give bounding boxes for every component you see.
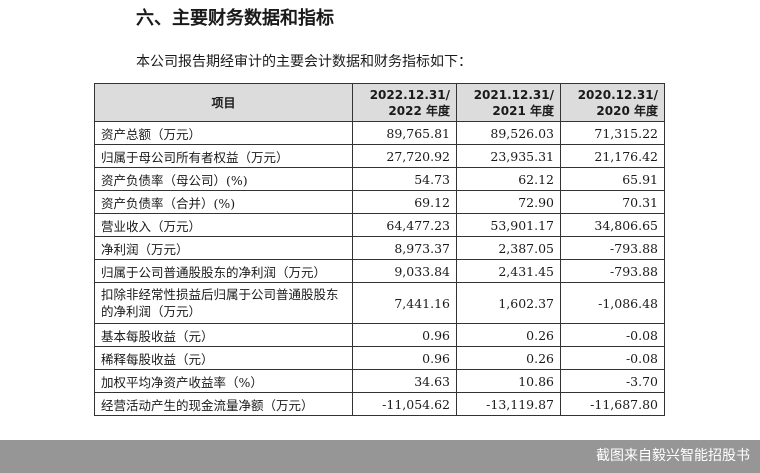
header-year-2020-date: 2020.12.31/ — [577, 87, 658, 102]
cell-2020: -793.88 — [560, 236, 665, 260]
cell-2022: 9,033.84 — [352, 259, 457, 283]
cell-2022: 89,765.81 — [352, 121, 457, 145]
cell-2021: 0.26 — [456, 346, 561, 370]
table-row-debt-ratio-parent: 资产负债率（母公司）(%) 54.73 62.12 65.91 — [94, 167, 665, 191]
cell-2022: 27,720.92 — [352, 144, 457, 168]
table-row-net-profit-to-shareholders: 归属于公司普通股股东的净利润（万元） 9,033.84 2,431.45 -79… — [94, 259, 665, 283]
cell-2021: 72.90 — [456, 190, 561, 214]
cell-2020: 71,315.22 — [560, 121, 665, 145]
row-label: 资产负债率（合并）(%) — [94, 190, 353, 214]
table-row-net-profit: 净利润（万元） 8,973.37 2,387.05 -793.88 — [94, 236, 665, 260]
row-label: 归属于母公司所有者权益（万元） — [94, 144, 353, 168]
cell-2022: 69.12 — [352, 190, 457, 214]
watermark-banner: 截图来自毅兴智能招股书 — [0, 440, 760, 473]
header-year-2020: 2020.12.31/ 2020 年度 — [560, 83, 665, 122]
header-year-2020-label: 2020 年度 — [596, 103, 658, 118]
row-label: 扣除非经常性损益后归属于公司普通股股东的净利润（万元） — [94, 282, 353, 324]
header-year-2022: 2022.12.31/ 2022 年度 — [352, 83, 457, 122]
cell-2020: -793.88 — [560, 259, 665, 283]
row-label: 经营活动产生的现金流量净额（万元） — [94, 392, 353, 416]
cell-2020: 34,806.65 — [560, 213, 665, 237]
cell-2020: 21,176.42 — [560, 144, 665, 168]
header-year-2021: 2021.12.31/ 2021 年度 — [456, 83, 561, 122]
table-row-operating-cash-flow: 经营活动产生的现金流量净额（万元） -11,054.62 -13,119.87 … — [94, 392, 665, 416]
cell-2020: -0.08 — [560, 323, 665, 347]
cell-2021: 23,935.31 — [456, 144, 561, 168]
intro-text: 本公司报告期经审计的主要会计数据和财务指标如下： — [136, 54, 472, 70]
cell-2020: 70.31 — [560, 190, 665, 214]
table-row-revenue: 营业收入（万元） 64,477.23 53,901.17 34,806.65 — [94, 213, 665, 237]
cell-2020: -0.08 — [560, 346, 665, 370]
cell-2021: 10.86 — [456, 369, 561, 393]
header-year-2022-date: 2022.12.31/ — [369, 87, 450, 102]
header-year-2022-label: 2022 年度 — [388, 103, 450, 118]
cell-2022: 34.63 — [352, 369, 457, 393]
table-header-row: 项目 2022.12.31/ 2022 年度 2021.12.31/ 2021 … — [94, 83, 665, 122]
cell-2022: 0.96 — [352, 346, 457, 370]
cell-2021: 62.12 — [456, 167, 561, 191]
table-row-total-assets: 资产总额（万元） 89,765.81 89,526.03 71,315.22 — [94, 121, 665, 145]
row-label: 资产负债率（母公司）(%) — [94, 167, 353, 191]
header-year-2021-label: 2021 年度 — [492, 103, 554, 118]
watermark-text: 截图来自毅兴智能招股书 — [596, 448, 750, 464]
row-label: 基本每股收益（元） — [94, 323, 353, 347]
cell-2020: -3.70 — [560, 369, 665, 393]
cell-2022: 8,973.37 — [352, 236, 457, 260]
row-label: 资产总额（万元） — [94, 121, 353, 145]
cell-2020: 65.91 — [560, 167, 665, 191]
table-row-basic-eps: 基本每股收益（元） 0.96 0.26 -0.08 — [94, 323, 665, 347]
cell-2022: -11,054.62 — [352, 392, 457, 416]
cell-2021: -13,119.87 — [456, 392, 561, 416]
cell-2022: 0.96 — [352, 323, 457, 347]
cell-2021: 53,901.17 — [456, 213, 561, 237]
cell-2020: -11,687.80 — [560, 392, 665, 416]
cell-2022: 64,477.23 — [352, 213, 457, 237]
table-row-debt-ratio-consolidated: 资产负债率（合并）(%) 69.12 72.90 70.31 — [94, 190, 665, 214]
row-label: 营业收入（万元） — [94, 213, 353, 237]
header-year-2021-date: 2021.12.31/ — [473, 87, 554, 102]
cell-2020: -1,086.48 — [560, 282, 665, 324]
cell-2021: 0.26 — [456, 323, 561, 347]
row-label: 稀释每股收益（元） — [94, 346, 353, 370]
financial-data-table: 项目 2022.12.31/ 2022 年度 2021.12.31/ 2021 … — [94, 83, 665, 416]
row-label: 归属于公司普通股股东的净利润（万元） — [94, 259, 353, 283]
table-row-weighted-roe: 加权平均净资产收益率（%） 34.63 10.86 -3.70 — [94, 369, 665, 393]
table-row-net-profit-excl-nonrecurring: 扣除非经常性损益后归属于公司普通股股东的净利润（万元） 7,441.16 1,6… — [94, 282, 665, 324]
section-heading: 六、主要财务数据和指标 — [136, 8, 334, 29]
cell-2021: 1,602.37 — [456, 282, 561, 324]
header-item: 项目 — [94, 83, 353, 122]
row-label: 净利润（万元） — [94, 236, 353, 260]
cell-2022: 54.73 — [352, 167, 457, 191]
cell-2021: 2,431.45 — [456, 259, 561, 283]
table-row-diluted-eps: 稀释每股收益（元） 0.96 0.26 -0.08 — [94, 346, 665, 370]
cell-2021: 2,387.05 — [456, 236, 561, 260]
table-row-parent-equity: 归属于母公司所有者权益（万元） 27,720.92 23,935.31 21,1… — [94, 144, 665, 168]
cell-2022: 7,441.16 — [352, 282, 457, 324]
cell-2021: 89,526.03 — [456, 121, 561, 145]
row-label: 加权平均净资产收益率（%） — [94, 369, 353, 393]
